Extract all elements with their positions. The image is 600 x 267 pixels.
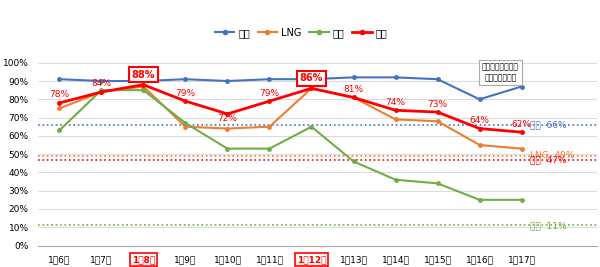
Text: 64%: 64% — [470, 116, 490, 125]
Text: 全体  47%: 全体 47% — [530, 155, 566, 164]
Text: 84%: 84% — [91, 80, 112, 88]
Text: 石炭  66%: 石炭 66% — [530, 120, 566, 129]
Text: 79%: 79% — [175, 89, 196, 97]
Text: 74%: 74% — [386, 98, 406, 107]
Legend: 石炭, LNG, 石油, 全体: 石炭, LNG, 石油, 全体 — [211, 24, 391, 42]
Text: 72%: 72% — [217, 114, 238, 123]
Text: 81%: 81% — [343, 85, 364, 94]
Text: 供給計画における
平均設備利用率: 供給計画における 平均設備利用率 — [482, 63, 519, 82]
Text: 86%: 86% — [300, 73, 323, 83]
Text: LNG  49%: LNG 49% — [530, 151, 574, 160]
Text: 88%: 88% — [131, 70, 155, 80]
Text: 79%: 79% — [259, 89, 280, 97]
Text: 73%: 73% — [427, 100, 448, 109]
Text: 62%: 62% — [512, 120, 532, 129]
Text: 78%: 78% — [49, 91, 70, 99]
Text: 石油  11%: 石油 11% — [530, 221, 566, 230]
